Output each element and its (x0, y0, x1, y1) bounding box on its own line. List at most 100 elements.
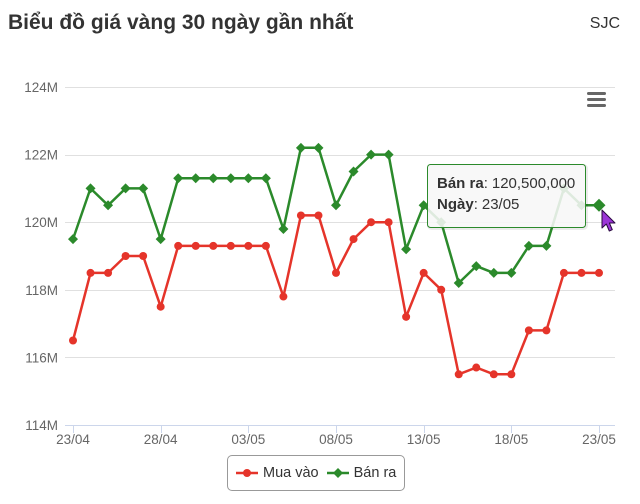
mua-vao-line (71, 214, 601, 376)
ban-ra-point[interactable] (85, 183, 96, 194)
tooltip: Bán ra: 120,500,000 Ngày: 23/05 (427, 164, 588, 230)
mua-vao-point[interactable] (367, 218, 376, 227)
ban-ra-point[interactable] (120, 183, 131, 194)
tooltip-date: 23/05 (482, 196, 520, 213)
mua-vao-point[interactable] (349, 235, 358, 244)
mua-vao-point[interactable] (314, 211, 323, 220)
mua-vao-point[interactable] (454, 370, 463, 379)
ban-ra-point[interactable] (471, 261, 482, 272)
mua-vao-point[interactable] (279, 292, 288, 301)
brand-label: SJC (589, 15, 620, 32)
ban-ra-point[interactable] (208, 173, 219, 184)
mua-vao-point[interactable] (437, 285, 446, 294)
ban-ra-point[interactable] (401, 244, 412, 255)
x-tick-label: 23/05 (582, 432, 616, 447)
ban-ra-point[interactable] (366, 149, 377, 160)
series-mua-vao (69, 211, 603, 379)
legend-marker (243, 469, 251, 477)
mua-vao-point[interactable] (384, 218, 393, 227)
mua-vao-point[interactable] (86, 268, 95, 277)
ban-ra-point[interactable] (418, 200, 429, 211)
ban-ra-point[interactable] (243, 173, 254, 184)
mua-vao-point[interactable] (332, 268, 340, 277)
ban-ra-point[interactable] (103, 200, 114, 211)
mua-vao-point[interactable] (104, 268, 113, 277)
mua-vao-point[interactable] (69, 336, 77, 345)
ban-ra-point[interactable] (541, 240, 552, 251)
mua-vao-point[interactable] (261, 241, 270, 250)
ban-ra-point[interactable] (331, 200, 341, 211)
tooltip-separator: : (474, 196, 478, 213)
mouse-cursor-icon (601, 209, 616, 232)
tooltip-series-name: Bán ra (437, 175, 484, 192)
legend-symbol-circle-icon (236, 469, 258, 477)
ban-ra-point[interactable] (383, 149, 394, 160)
y-axis: 114M 116M 118M 120M 122M 124M (24, 80, 58, 433)
legend-marker (332, 468, 343, 478)
mua-vao-point[interactable] (595, 268, 603, 277)
ban-ra-point[interactable] (155, 234, 166, 245)
mua-vao-point[interactable] (577, 268, 586, 277)
mua-vao-point[interactable] (244, 241, 253, 250)
mua-vao-point[interactable] (139, 252, 148, 260)
menu-icon[interactable] (582, 87, 611, 112)
legend-symbol-diamond-icon (326, 468, 349, 478)
x-tick-label: 03/05 (231, 432, 265, 447)
tooltip-line-value: Bán ra: 120,500,000 (437, 175, 575, 192)
ban-ra-point[interactable] (68, 234, 78, 245)
mua-vao-point[interactable] (542, 326, 551, 335)
ban-ra-point[interactable] (190, 173, 201, 184)
ban-ra-point[interactable] (260, 173, 271, 184)
menu-bar (587, 104, 606, 107)
mua-vao-point[interactable] (559, 268, 568, 277)
mua-vao-point[interactable] (191, 241, 200, 250)
ban-ra-point[interactable] (295, 142, 306, 153)
ban-ra-point[interactable] (313, 142, 324, 153)
ban-ra-point[interactable] (453, 278, 464, 289)
y-tick-label: 114M (25, 418, 58, 433)
ban-ra-point-hovered[interactable] (592, 198, 606, 212)
mua-vao-point[interactable] (121, 252, 130, 260)
ban-ra-point[interactable] (348, 166, 359, 177)
mua-vao-point[interactable] (226, 241, 235, 250)
legend: Mua vào Bán ra (227, 455, 406, 491)
mua-vao-point[interactable] (209, 241, 218, 250)
mua-vao-point[interactable] (296, 211, 305, 220)
tooltip-line-date: Ngày: 23/05 (437, 196, 519, 213)
y-tick-label: 124M (24, 80, 58, 95)
y-tick-label: 122M (24, 148, 58, 163)
tooltip-separator: : (484, 175, 488, 192)
mua-vao-point[interactable] (419, 268, 428, 277)
y-tick-label: 116M (25, 350, 58, 365)
y-tick-label: 118M (25, 283, 58, 298)
ban-ra-point[interactable] (278, 223, 289, 234)
ban-ra-point[interactable] (506, 267, 517, 278)
series-layer (68, 142, 606, 379)
mua-vao-point[interactable] (174, 241, 183, 250)
chart-title: Biểu đồ giá vàng 30 ngày gần nhất (8, 11, 354, 34)
x-axis: 23/04 28/04 03/05 08/05 13/05 18/05 23/05 (56, 425, 616, 447)
ban-ra-point[interactable] (488, 267, 499, 278)
tooltip-date-label: Ngày (437, 196, 474, 213)
mua-vao-point[interactable] (402, 312, 411, 321)
tooltip-box (427, 164, 586, 228)
mua-vao-point[interactable] (524, 326, 533, 335)
ban-ra-point[interactable] (173, 173, 184, 184)
legend-item-mua-vao[interactable]: Mua vào (236, 465, 319, 481)
mua-vao-point[interactable] (507, 370, 516, 379)
ban-ra-point[interactable] (523, 240, 534, 251)
mua-vao-point[interactable] (472, 363, 481, 372)
menu-bar (587, 98, 606, 101)
ban-ra-point[interactable] (225, 173, 236, 184)
x-tick-label: 13/05 (407, 432, 441, 447)
ban-ra-point[interactable] (138, 183, 149, 194)
legend-label: Bán ra (353, 465, 397, 481)
x-tick-label: 28/04 (144, 432, 178, 447)
gridlines (65, 87, 615, 358)
mua-vao-point[interactable] (489, 370, 498, 379)
legend-item-ban-ra[interactable]: Bán ra (326, 465, 397, 481)
mua-vao-point[interactable] (156, 302, 165, 311)
x-tick-label: 23/04 (56, 432, 90, 447)
